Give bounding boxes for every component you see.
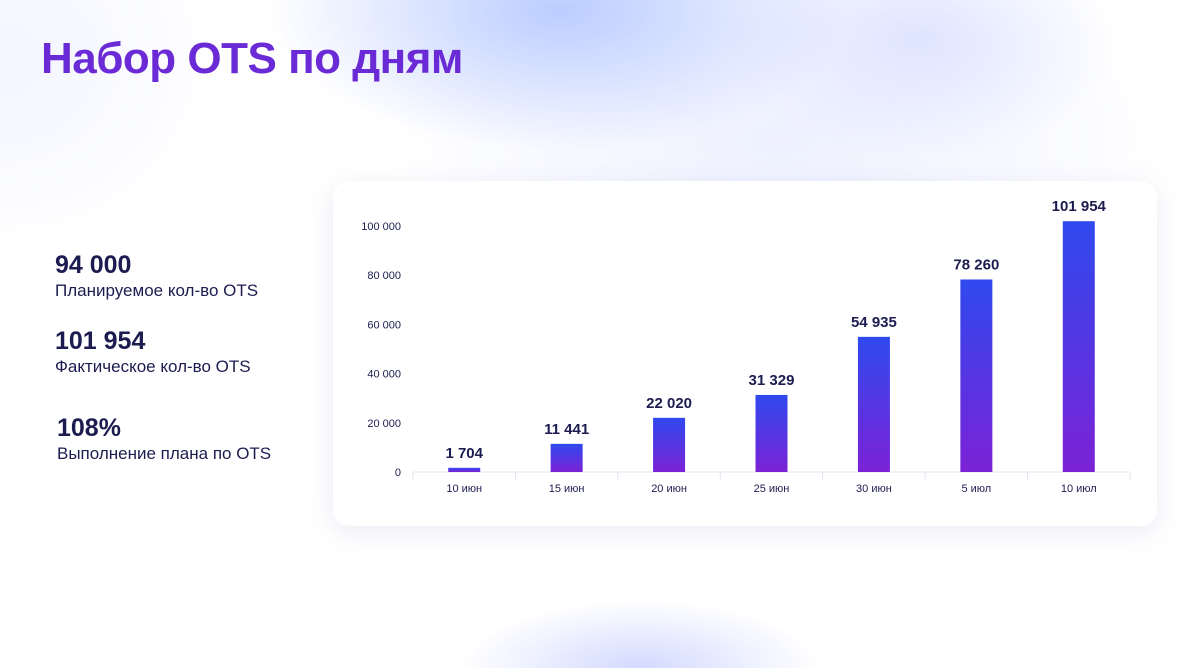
- y-tick-label: 20 000: [367, 418, 401, 430]
- bar: [1062, 221, 1095, 472]
- stat-planned-label: Планируемое кол-во OTS: [55, 281, 259, 300]
- data-label: 78 260: [953, 256, 999, 273]
- x-tick-label: 25 июн: [754, 483, 790, 495]
- stat-actual-value: 101 954: [55, 327, 146, 355]
- data-label: 54 935: [851, 314, 897, 331]
- data-label: 101 954: [1052, 198, 1107, 215]
- bar: [653, 417, 686, 472]
- bar: [448, 467, 481, 472]
- stat-plan-completion-value: 108%: [57, 414, 121, 442]
- stat-planned-value: 94 000: [55, 251, 132, 279]
- x-tick-label: 30 июн: [856, 483, 892, 495]
- y-tick-label: 100 000: [361, 221, 401, 233]
- stat-plan-completion: 108% Выполнение плана по OTS: [57, 414, 271, 465]
- data-label: 31 329: [749, 372, 795, 389]
- x-tick-label: 10 июл: [1061, 483, 1097, 495]
- stat-planned: 94 000 Планируемое кол-во OTS: [55, 251, 258, 302]
- x-tick-label: 20 июн: [651, 483, 687, 495]
- y-tick-label: 40 000: [367, 369, 401, 381]
- x-tick-label: 10 июн: [446, 483, 482, 495]
- bar: [857, 336, 890, 472]
- stat-plan-completion-label: Выполнение плана по OTS: [57, 444, 272, 463]
- data-label: 1 704: [445, 445, 483, 462]
- bar-chart: 0 20 000 40 000 60 000 80 000 100 000 1 704 10 …: [361, 198, 1131, 495]
- x-tick-label: 15 июн: [549, 483, 585, 495]
- data-label: 11 441: [544, 421, 589, 438]
- page-title: Набор OTS по дням: [41, 34, 463, 83]
- data-label: 22 020: [646, 395, 692, 412]
- y-tick-label: 80 000: [367, 270, 401, 282]
- stat-actual: 101 954 Фактическое кол-во OTS: [55, 327, 251, 378]
- x-tick-label: 5 июл: [961, 483, 991, 495]
- y-tick-label: 60 000: [367, 319, 401, 331]
- chart-card: 0 20 000 40 000 60 000 80 000 100 000 1 704 10 …: [333, 181, 1157, 526]
- bar: [755, 394, 788, 472]
- bar: [550, 443, 583, 472]
- stat-actual-label: Фактическое кол-во OTS: [55, 357, 251, 376]
- bar: [960, 279, 993, 472]
- y-tick-label: 0: [395, 467, 401, 479]
